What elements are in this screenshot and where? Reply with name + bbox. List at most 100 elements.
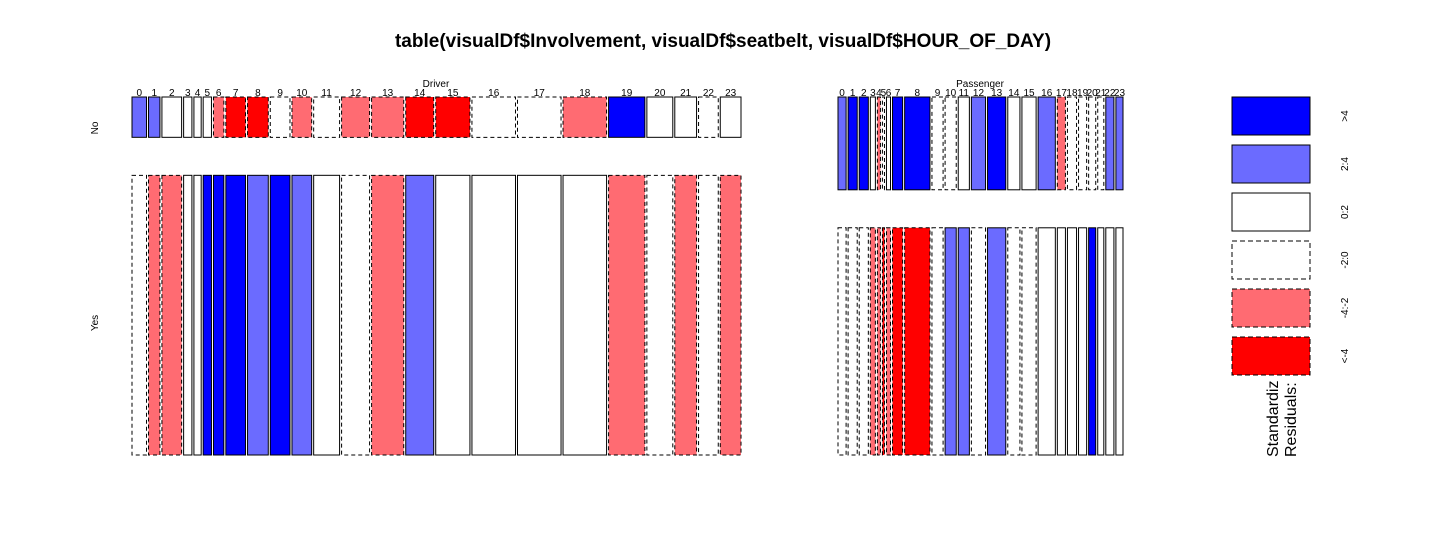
tile-passenger-no-hour-19 [1078,96,1088,191]
tile-driver-no-hour-15 [435,96,471,138]
hour-label-passenger-6: 6 [886,88,892,99]
row-label-no: No [90,121,101,134]
tile-passenger-yes-hour-4 [876,227,881,456]
tile-passenger-no-hour-3 [869,96,876,191]
tile-driver-no-hour-13 [371,96,405,138]
tile-driver-no-hour-7 [225,96,247,138]
hour-label-driver-20: 20 [654,88,666,99]
tile-passenger-no-hour-10 [944,96,957,191]
tile-driver-yes-hour-13 [371,174,405,456]
hour-label-passenger-19: 19 [1077,88,1089,99]
hour-label-passenger-10: 10 [945,88,957,99]
tile-driver-yes-hour-23 [719,174,742,456]
tile-driver-yes-hour-19 [608,174,646,456]
tile-passenger-no-hour-12 [970,96,987,191]
tile-passenger-no-hour-4 [876,96,881,191]
tile-passenger-yes-hour-8 [904,227,931,456]
tile-passenger-no-hour-14 [1007,96,1021,191]
tile-driver-yes-hour-16 [471,174,516,456]
hour-label-driver-13: 13 [382,88,394,99]
tile-driver-yes-hour-4 [193,174,202,456]
tile-passenger-no-hour-9 [931,96,944,191]
tile-passenger-no-hour-1 [847,96,858,191]
legend-swatch-1 [1231,144,1311,184]
hour-label-driver-21: 21 [680,88,692,99]
tile-driver-no-hour-0 [131,96,148,138]
tile-driver-yes-hour-6 [212,174,225,456]
tile-driver-no-hour-16 [471,96,516,138]
tile-driver-yes-hour-11 [313,174,341,456]
panel-label-passenger: Passenger [956,79,1004,90]
legend-swatch-5 [1231,336,1311,376]
tile-passenger-no-hour-7 [892,96,904,191]
hour-label-passenger-5: 5 [881,88,887,99]
tile-passenger-no-hour-18 [1066,96,1078,191]
hour-label-driver-7: 7 [233,88,239,99]
hour-label-driver-15: 15 [447,88,459,99]
hour-label-passenger-16: 16 [1041,88,1053,99]
hour-label-passenger-7: 7 [895,88,901,99]
row-label-yes: Yes [90,315,101,331]
tile-passenger-no-hour-5 [881,96,885,191]
legend-label-2: 0:2 [1340,205,1351,219]
hour-label-passenger-1: 1 [850,88,856,99]
tile-driver-no-hour-21 [674,96,698,138]
tile-passenger-no-hour-2 [858,96,869,191]
tile-passenger-yes-hour-14 [1007,227,1021,456]
tile-driver-no-hour-1 [148,96,161,138]
tile-driver-yes-hour-17 [516,174,562,456]
tile-driver-no-hour-17 [516,96,562,138]
tile-driver-yes-hour-5 [202,174,212,456]
tile-driver-no-hour-18 [562,96,608,138]
tile-driver-yes-hour-9 [269,174,291,456]
hour-label-driver-19: 19 [621,88,633,99]
legend-swatch-4 [1231,288,1311,328]
legend-swatch-0 [1231,96,1311,136]
tile-passenger-yes-hour-18 [1066,227,1078,456]
tile-driver-no-hour-4 [193,96,202,138]
tile-passenger-yes-hour-12 [970,227,987,456]
legend-label-3: -2:0 [1340,251,1351,269]
tile-passenger-yes-hour-17 [1056,227,1066,456]
hour-label-driver-17: 17 [534,88,546,99]
hour-label-passenger-14: 14 [1008,88,1020,99]
hour-label-passenger-22: 22 [1104,88,1116,99]
tile-driver-yes-hour-22 [698,174,719,456]
hour-label-passenger-4: 4 [876,88,882,99]
tile-passenger-yes-hour-19 [1078,227,1088,456]
hour-label-passenger-8: 8 [915,88,921,99]
tile-driver-yes-hour-10 [291,174,313,456]
legend-title-line-2: Residuals: [1283,382,1300,457]
tile-passenger-yes-hour-16 [1037,227,1056,456]
tile-driver-no-hour-14 [405,96,435,138]
tile-driver-no-hour-11 [313,96,341,138]
legend-label-4: -4:-2 [1340,297,1351,318]
hour-label-driver-12: 12 [350,88,362,99]
tile-driver-yes-hour-20 [646,174,674,456]
tile-passenger-yes-hour-0 [837,227,847,456]
residuals-legend: >4 2:4 0:2 -2:0 -4:-2 <-4 [1231,96,1351,376]
tile-driver-no-hour-6 [212,96,225,138]
hour-label-driver-9: 9 [277,88,283,99]
tile-passenger-no-hour-11 [957,96,970,191]
tile-passenger-yes-hour-3 [869,227,876,456]
tile-passenger-no-hour-16 [1037,96,1056,191]
tile-passenger-no-hour-15 [1021,96,1037,191]
hour-label-passenger-0: 0 [839,88,845,99]
hour-label-passenger-12: 12 [973,88,985,99]
hour-label-driver-11: 11 [321,88,332,99]
tile-driver-yes-hour-0 [131,174,148,456]
tile-driver-yes-hour-8 [247,174,269,456]
hour-label-passenger-13: 13 [991,88,1003,99]
tile-passenger-yes-hour-13 [987,227,1007,456]
tile-passenger-no-hour-17 [1056,96,1066,191]
tile-driver-yes-hour-7 [225,174,247,456]
hour-label-driver-5: 5 [205,88,211,99]
tile-passenger-yes-hour-15 [1021,227,1037,456]
tile-passenger-yes-hour-20 [1088,227,1097,456]
hour-label-driver-2: 2 [169,88,175,99]
tile-driver-yes-hour-14 [405,174,435,456]
hour-label-driver-10: 10 [296,88,308,99]
tile-passenger-no-hour-0 [837,96,847,191]
